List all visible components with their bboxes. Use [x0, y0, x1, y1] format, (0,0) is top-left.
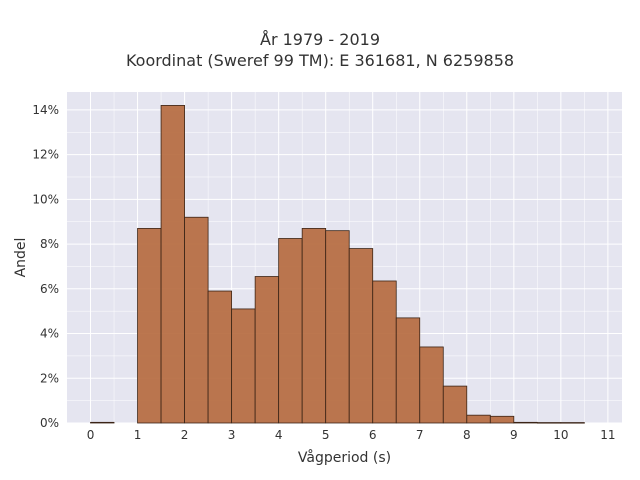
bars	[90, 105, 585, 424]
histogram-bar	[372, 280, 397, 424]
x-axis-title: Vågperiod (s)	[298, 449, 391, 466]
histogram-bar	[419, 346, 444, 424]
x-tick-label: 4	[275, 428, 283, 442]
histogram-bar	[325, 230, 350, 424]
histogram-bar	[466, 414, 491, 424]
x-tick-labels: 0 1 2 3 4 5 6 7 8 9 10 11	[87, 428, 616, 442]
y-tick-label: 14%	[32, 103, 59, 117]
histogram-bar	[348, 248, 374, 424]
x-tick-label: 2	[181, 428, 189, 442]
y-tick-label: 10%	[32, 192, 59, 206]
y-tick-label: 0%	[40, 416, 59, 430]
chart-subtitle: Koordinat (Sweref 99 TM): E 361681, N 62…	[125, 51, 515, 70]
histogram-bar	[137, 228, 162, 424]
x-tick-label: 0	[87, 428, 95, 442]
histogram-bar	[395, 317, 421, 424]
x-tick-label: 11	[600, 428, 615, 442]
y-tick-label: 12%	[32, 148, 59, 162]
y-tick-labels: 0% 2% 4% 6% 8% 10% 12% 14%	[32, 103, 59, 430]
x-tick-label: 9	[510, 428, 518, 442]
histogram-bar	[254, 276, 280, 424]
histogram-bar	[513, 421, 538, 424]
x-tick-label: 1	[134, 428, 142, 442]
chart-title: År 1979 - 2019	[260, 30, 380, 49]
histogram-bar	[442, 385, 468, 424]
histogram-bar	[207, 290, 233, 424]
y-tick-label: 4%	[40, 327, 59, 341]
y-axis-title: Andel	[13, 238, 29, 278]
histogram-bar	[184, 216, 209, 424]
histogram-bar	[160, 105, 185, 424]
y-tick-label: 6%	[40, 282, 59, 296]
histogram-bar	[489, 415, 515, 424]
x-tick-label: 6	[369, 428, 377, 442]
x-tick-label: 7	[416, 428, 424, 442]
x-tick-label: 5	[322, 428, 330, 442]
histogram-bar	[231, 308, 256, 424]
x-tick-label: 3	[228, 428, 236, 442]
x-tick-label: 8	[463, 428, 471, 442]
histogram-bar	[536, 422, 562, 424]
y-tick-label: 2%	[40, 371, 59, 385]
histogram-bar	[301, 228, 327, 424]
x-tick-label: 10	[553, 428, 568, 442]
histogram-bar	[278, 238, 303, 424]
y-tick-label: 8%	[40, 237, 59, 251]
histogram-bar	[560, 422, 585, 424]
histogram-bar	[90, 421, 115, 424]
